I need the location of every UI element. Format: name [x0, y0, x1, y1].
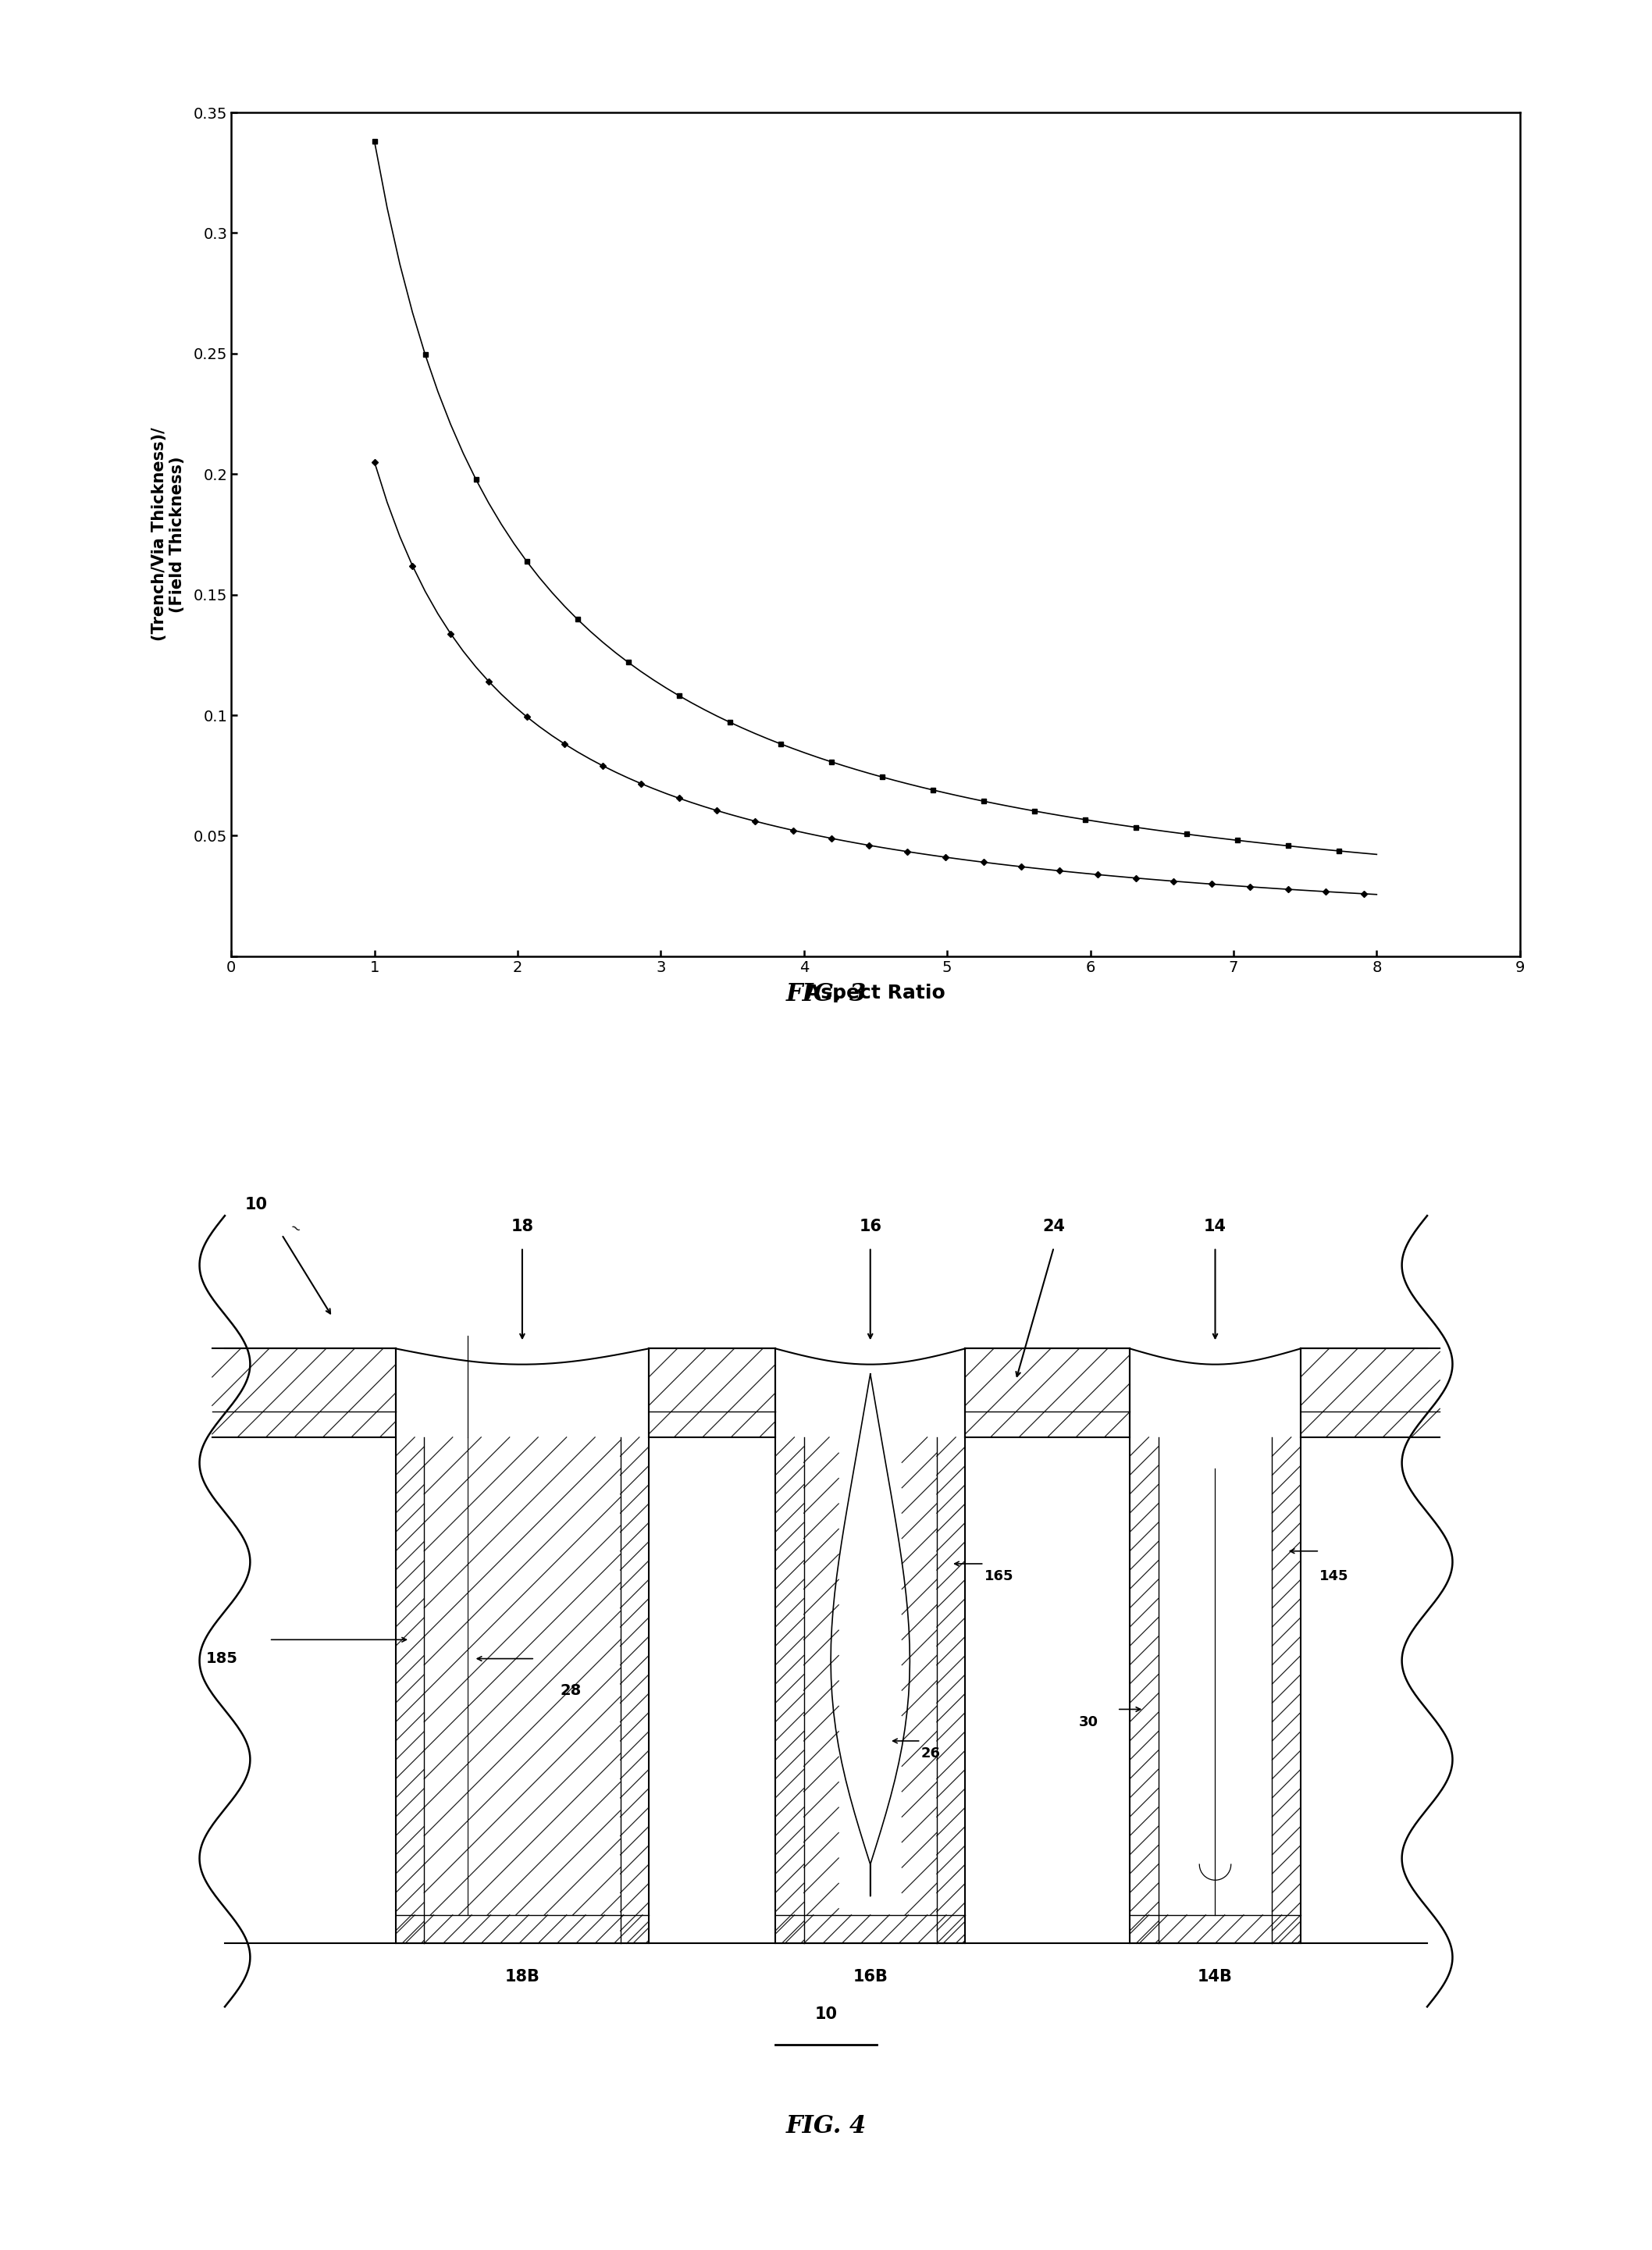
- Bar: [775, 1438, 805, 1944]
- Text: 10: 10: [244, 1197, 268, 1213]
- Bar: [1158, 1438, 1272, 1915]
- Text: 30: 30: [1079, 1714, 1099, 1728]
- Text: FIG. 3: FIG. 3: [786, 983, 866, 1006]
- Bar: [425, 1438, 621, 1915]
- Text: FIG. 4: FIG. 4: [786, 2115, 866, 2138]
- Bar: [396, 1438, 425, 1944]
- Bar: [1272, 1438, 1300, 1944]
- Bar: [1300, 1348, 1441, 1438]
- Bar: [1130, 1915, 1300, 1944]
- Text: 18B: 18B: [506, 1969, 540, 1984]
- Text: 14B: 14B: [1198, 1969, 1232, 1984]
- Text: 14: 14: [1204, 1220, 1226, 1235]
- Text: 18: 18: [510, 1220, 534, 1235]
- Text: 10: 10: [814, 2007, 838, 2023]
- Text: 16B: 16B: [852, 1969, 887, 1984]
- Text: 165: 165: [985, 1570, 1013, 1584]
- Text: 185: 185: [206, 1652, 238, 1665]
- Y-axis label: (Trench/Via Thickness)/
(Field Thickness): (Trench/Via Thickness)/ (Field Thickness…: [152, 428, 185, 641]
- Bar: [621, 1438, 649, 1944]
- Polygon shape: [831, 1375, 910, 1897]
- Text: 24: 24: [1042, 1220, 1066, 1235]
- Bar: [1130, 1438, 1158, 1944]
- Bar: [649, 1348, 775, 1438]
- Bar: [805, 1438, 937, 1915]
- Text: 16: 16: [859, 1220, 882, 1235]
- Bar: [193, 1438, 1459, 1944]
- Text: 145: 145: [1320, 1570, 1350, 1584]
- Text: 26: 26: [920, 1746, 940, 1760]
- Bar: [396, 1915, 649, 1944]
- Text: 28: 28: [560, 1683, 582, 1699]
- Text: ~: ~: [286, 1220, 302, 1238]
- Bar: [965, 1348, 1130, 1438]
- Bar: [775, 1915, 965, 1944]
- X-axis label: Aspect Ratio: Aspect Ratio: [806, 983, 945, 1001]
- Bar: [211, 1348, 396, 1438]
- Bar: [937, 1438, 965, 1944]
